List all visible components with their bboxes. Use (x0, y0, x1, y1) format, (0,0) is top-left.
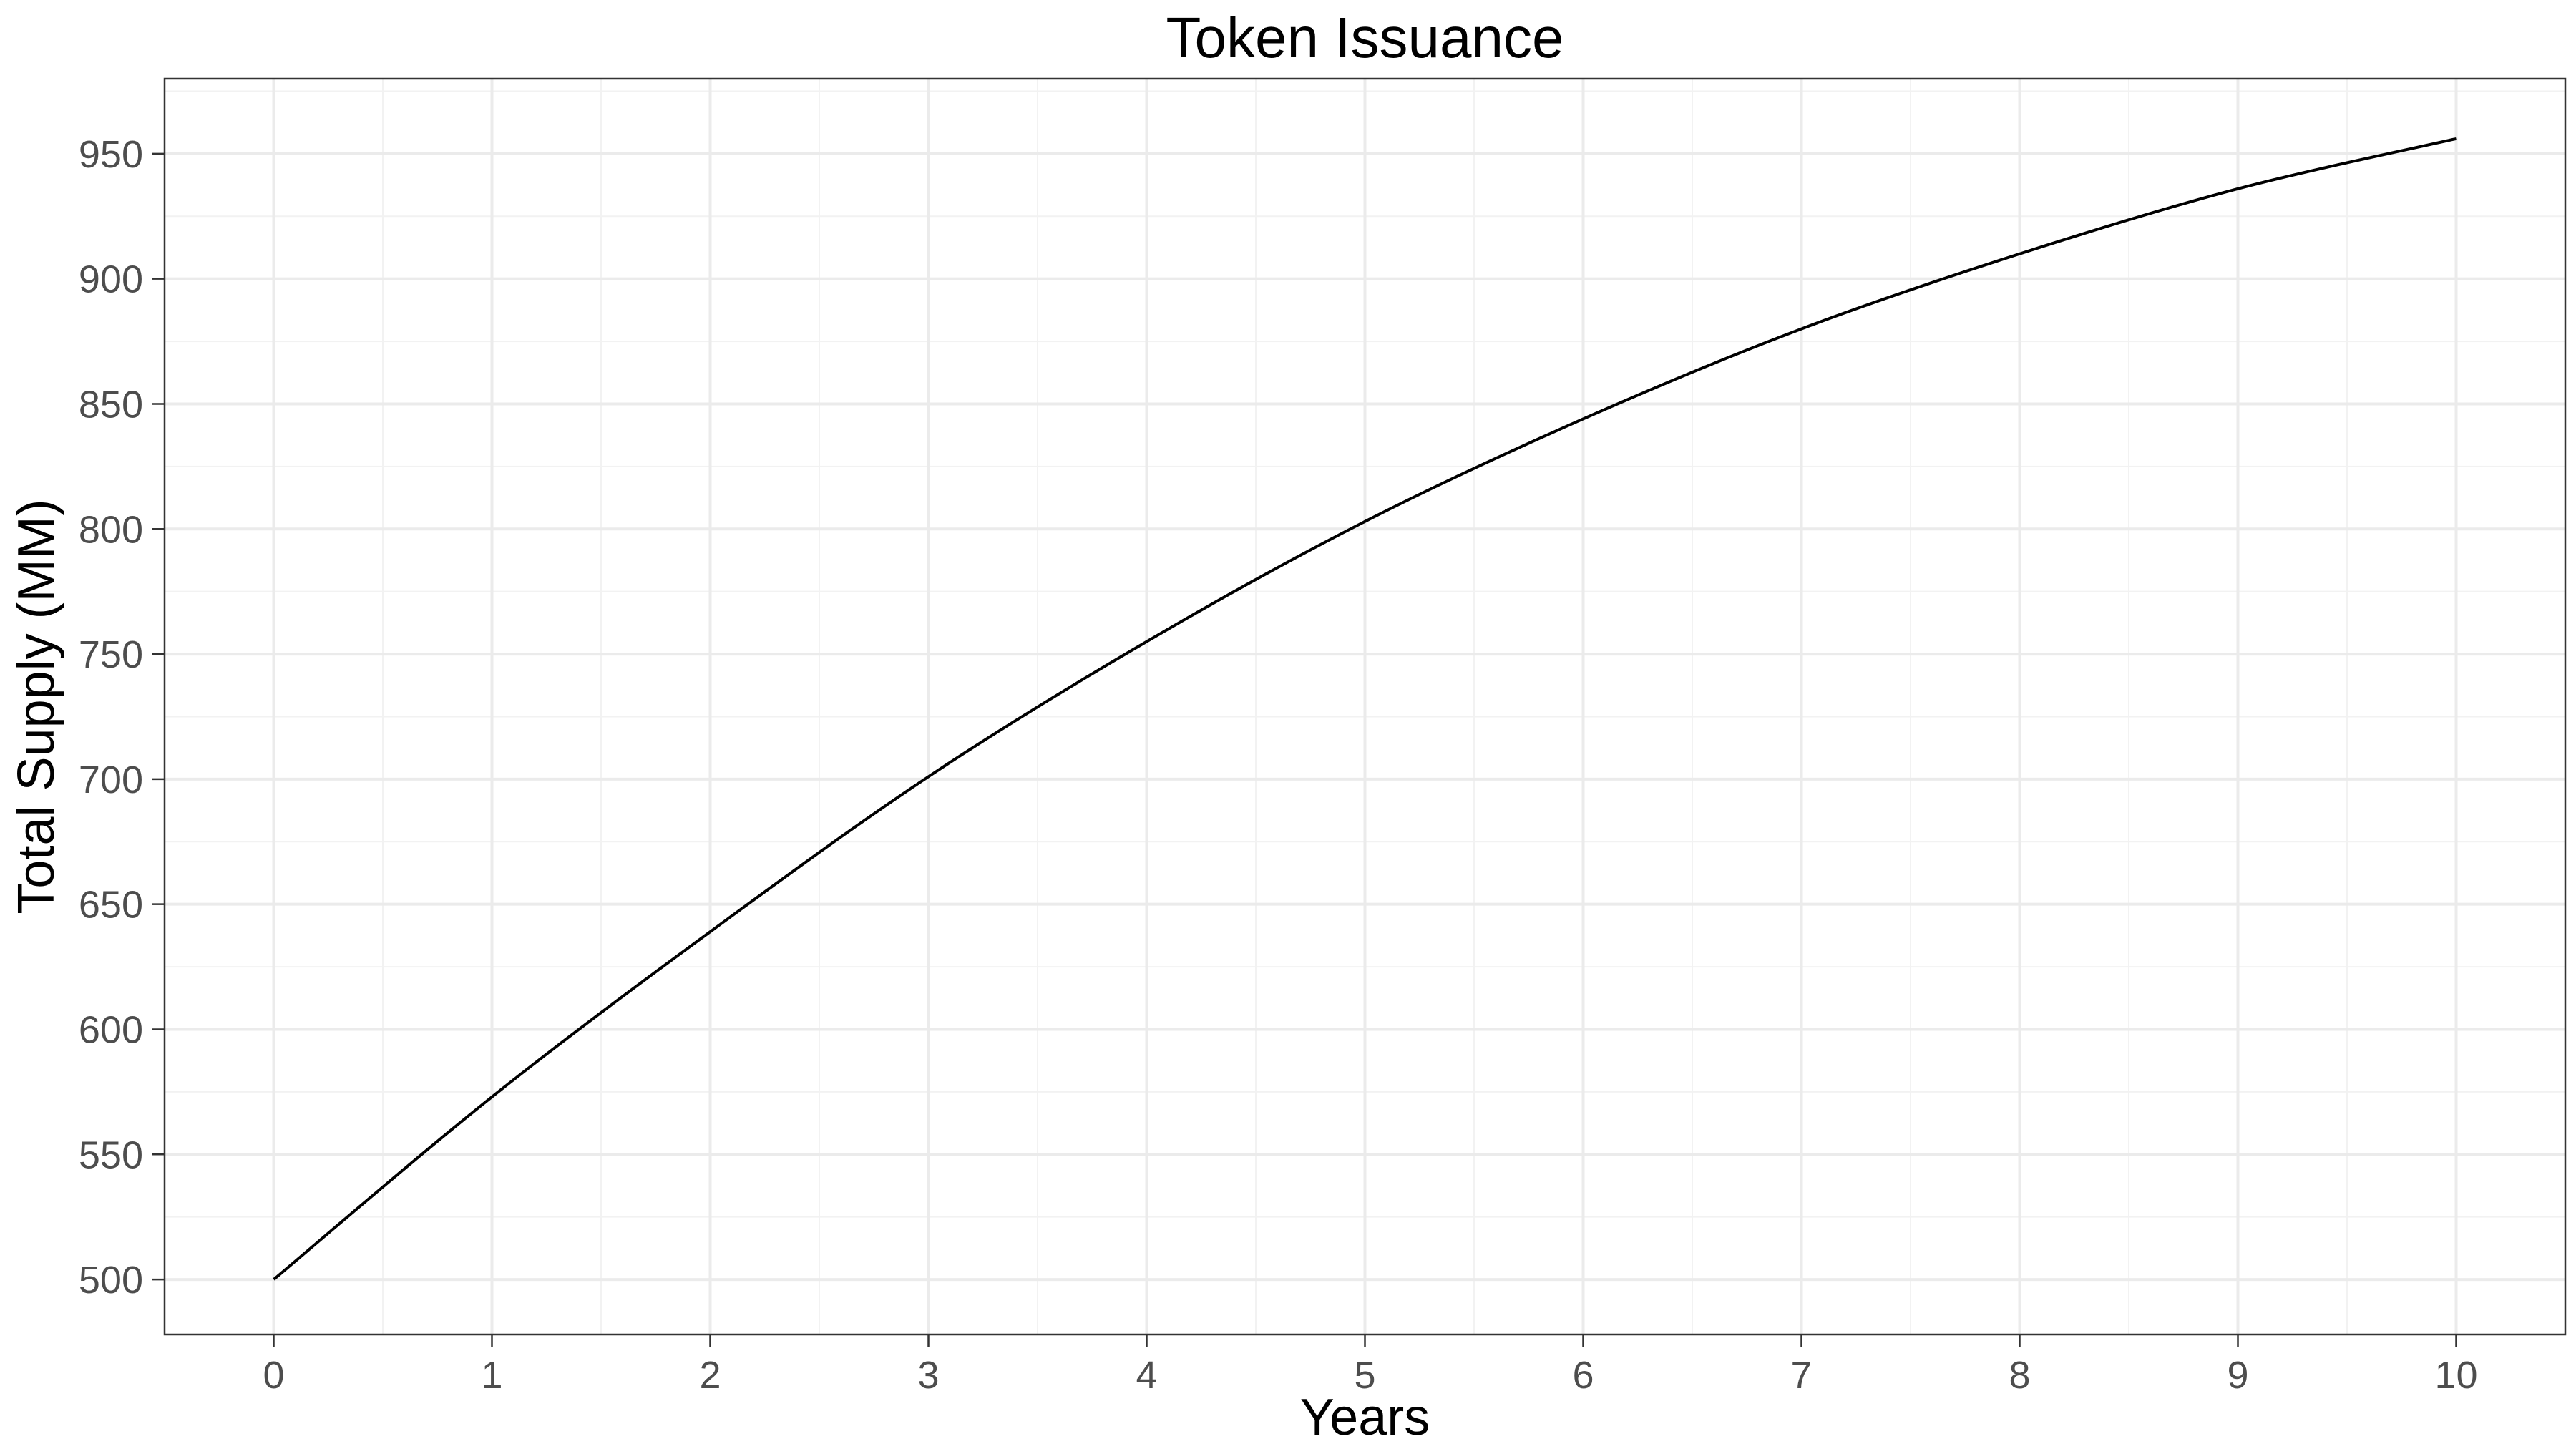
ticks: 0 1 2 3 4 5 6 7 8 9 10 500 550 600 650 700 750 800 850 900 9… (79, 133, 2478, 1397)
y-tick-label: 550 (79, 1133, 143, 1176)
x-tick-label: 0 (263, 1354, 284, 1397)
y-tick-label: 650 (79, 884, 143, 927)
x-tick-label: 5 (1354, 1354, 1375, 1397)
x-tick-label: 4 (1136, 1354, 1157, 1397)
supply-series-line (273, 137, 2457, 1281)
y-tick-label: 800 (79, 508, 143, 551)
x-tick-label: 6 (1572, 1354, 1594, 1397)
grid (165, 79, 2565, 1335)
x-tick-label: 1 (481, 1354, 502, 1397)
x-tick-label: 10 (2434, 1354, 2477, 1397)
y-tick-label: 500 (79, 1259, 143, 1302)
x-tick-label: 3 (917, 1354, 939, 1397)
y-axis-title: Total Supply (MM) (8, 499, 65, 914)
x-axis-title: Years (1300, 1389, 1430, 1446)
x-tick-label: 9 (2227, 1354, 2248, 1397)
x-tick-label: 2 (699, 1354, 721, 1397)
x-tick-label: 8 (2009, 1354, 2030, 1397)
y-tick-label: 750 (79, 633, 143, 676)
y-tick-label: 950 (79, 133, 143, 176)
x-tick-label: 7 (1790, 1354, 1812, 1397)
y-tick-label: 600 (79, 1008, 143, 1051)
chart-title: Token Issuance (1166, 6, 1564, 69)
y-tick-label: 700 (79, 758, 143, 801)
y-tick-label: 850 (79, 383, 143, 426)
series-layer (273, 137, 2457, 1281)
y-tick-label: 900 (79, 258, 143, 301)
